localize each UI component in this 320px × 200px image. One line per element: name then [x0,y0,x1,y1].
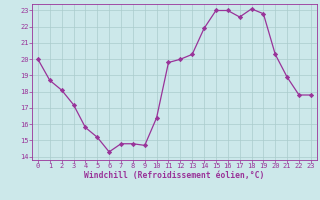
X-axis label: Windchill (Refroidissement éolien,°C): Windchill (Refroidissement éolien,°C) [84,171,265,180]
